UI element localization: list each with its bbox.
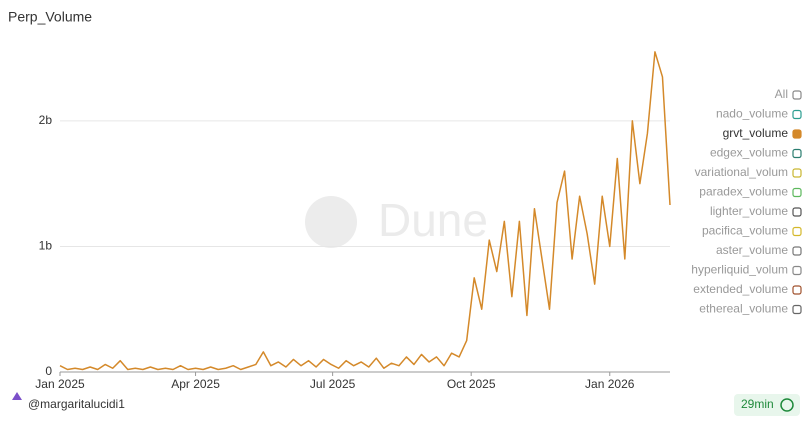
legend-label[interactable]: edgex_volume <box>710 146 788 160</box>
line <box>59 51 671 371</box>
legend-swatch[interactable] <box>792 148 802 159</box>
legend-swatch[interactable] <box>792 168 802 178</box>
y-tick-label: 1b <box>39 239 53 253</box>
legend-label[interactable]: extended_volume <box>693 282 788 296</box>
watermark-logo <box>305 196 357 248</box>
x-tick-label: Oct 2025 <box>447 377 496 391</box>
user: @margaritalucidi1 <box>28 397 125 411</box>
legend-label[interactable]: variational_volum <box>695 165 788 179</box>
user-icon <box>12 392 22 400</box>
legend-swatch[interactable] <box>792 226 802 237</box>
legend-swatch[interactable] <box>792 90 802 100</box>
legend-label[interactable]: grvt_volume <box>723 126 789 140</box>
check-icon <box>780 398 794 412</box>
legend-label[interactable]: aster_volume <box>716 243 788 257</box>
watermark: Dune <box>378 194 488 246</box>
chart-title: Perp_Volume <box>8 9 92 25</box>
x-tick-label: Apr 2025 <box>171 377 220 391</box>
legend-label[interactable]: nado_volume <box>716 107 788 121</box>
legend-swatch[interactable] <box>792 285 802 295</box>
legend-swatch[interactable] <box>792 109 802 120</box>
legend-label[interactable]: hyperliquid_volum <box>691 263 788 277</box>
legend-label[interactable]: lighter_volume <box>710 204 788 218</box>
x-tick-label: Jan 2026 <box>585 377 635 391</box>
y-tick-label: 2b <box>39 113 53 127</box>
x-tick-label: Jan 2025 <box>35 377 85 391</box>
age: 29min <box>741 397 774 411</box>
legend-label[interactable]: All <box>775 87 788 101</box>
legend-swatch[interactable] <box>792 246 802 256</box>
legend-swatch[interactable] <box>792 304 802 315</box>
legend-label[interactable]: ethereal_volume <box>699 302 788 316</box>
legend-label[interactable]: pacifica_volume <box>702 224 788 238</box>
y-tick-label: 0 <box>45 364 52 378</box>
legend-swatch[interactable] <box>792 265 802 276</box>
legend-swatch[interactable] <box>792 129 802 139</box>
legend-label[interactable]: paradex_volume <box>699 185 788 199</box>
legend-swatch[interactable] <box>792 187 802 198</box>
x-tick-label: Jul 2025 <box>310 377 356 391</box>
legend-swatch[interactable] <box>792 207 802 217</box>
